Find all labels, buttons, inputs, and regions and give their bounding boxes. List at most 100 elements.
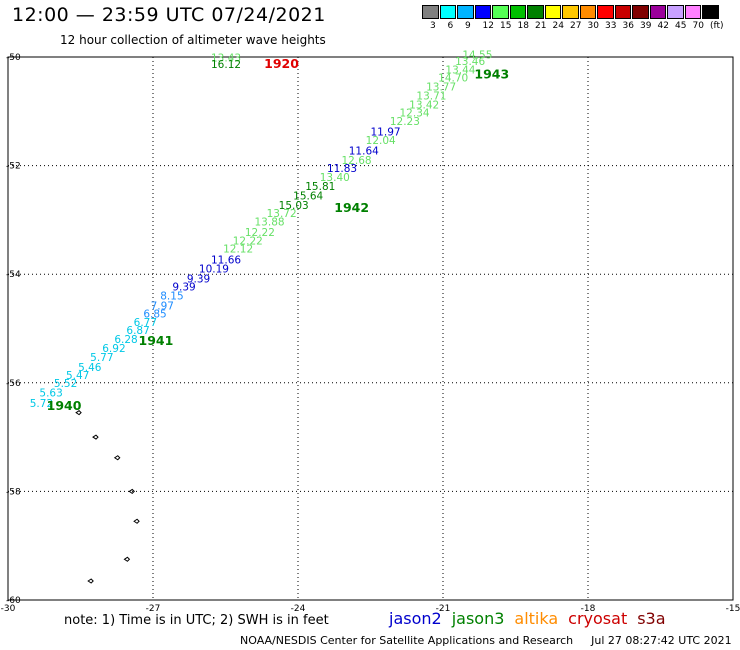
wave-height-value: 12.68 xyxy=(342,155,372,167)
wave-height-value: 15.03 xyxy=(279,200,309,212)
legend-tick-label: 18 xyxy=(517,21,529,31)
legend-tick-label: 45 xyxy=(675,21,687,31)
wave-height-value: 13.42 xyxy=(409,100,439,112)
pass-time-label: 1942 xyxy=(334,200,369,215)
wave-height-value: 14.70 xyxy=(438,72,468,84)
x-tick-label: -21 xyxy=(436,604,451,614)
wave-height-value: 11.97 xyxy=(371,127,401,139)
y-tick-label: -52 xyxy=(6,162,21,172)
page-subtitle: 12 hour collection of altimeter wave hei… xyxy=(60,33,326,47)
footer-note: note: 1) Time is in UTC; 2) SWH is in fe… xyxy=(64,613,329,628)
y-tick-label: -56 xyxy=(6,379,21,389)
legend-swatch xyxy=(649,5,666,19)
island-outline xyxy=(128,488,135,495)
wave-height-value: 6.92 xyxy=(102,343,125,355)
wave-height-value: 13.44 xyxy=(445,64,475,76)
wave-height-value: 13.72 xyxy=(267,208,297,220)
legend-tick-label: 30 xyxy=(587,21,599,31)
legend-swatch xyxy=(474,5,491,19)
y-tick-label: -58 xyxy=(6,487,21,497)
wave-height-value: 7.97 xyxy=(151,300,174,312)
island-outline xyxy=(87,578,94,584)
legend-swatch xyxy=(509,5,526,19)
legend-tick-label: 6 xyxy=(447,21,454,31)
wave-height-value: 11.64 xyxy=(349,146,379,158)
legend-tick-label: 21 xyxy=(535,21,547,31)
wave-height-value: 6.87 xyxy=(126,325,149,337)
wave-height-value: 14.55 xyxy=(462,50,492,62)
island-outline xyxy=(123,556,131,562)
pass-time-label: 1920 xyxy=(264,56,299,71)
wave-height-value: 12.34 xyxy=(400,108,430,120)
pass-time-label: 1943 xyxy=(474,67,509,82)
wave-height-value: 13.88 xyxy=(255,216,285,228)
x-tick-label: -15 xyxy=(726,604,740,614)
island-outline xyxy=(113,455,121,461)
pass-time-label: 1941 xyxy=(139,333,174,348)
legend-swatch xyxy=(492,5,509,19)
wave-height-value: 13.46 xyxy=(455,56,485,68)
legend-swatch xyxy=(579,5,596,19)
legend-tick-label: 24 xyxy=(552,21,564,31)
legend-swatch xyxy=(597,5,614,19)
pass-time-label: 1940 xyxy=(47,398,82,413)
wave-height-value: 5.46 xyxy=(78,362,102,374)
satellite-label-altika: altika xyxy=(514,609,559,628)
x-tick-label: -27 xyxy=(146,604,161,614)
legend-tick-label: 12 xyxy=(482,21,494,31)
wave-height-value: 13.40 xyxy=(320,172,350,184)
island-outline xyxy=(75,410,82,416)
credit-text: NOAA/NESDIS Center for Satellite Applica… xyxy=(240,634,574,647)
legend-swatch xyxy=(439,5,456,19)
legend-tick-label: 33 xyxy=(605,21,617,31)
wave-height-value: 12.22 xyxy=(245,227,275,239)
wave-height-value: 12.22 xyxy=(233,235,263,247)
wave-height-value: 13.71 xyxy=(416,90,446,102)
plot-frame xyxy=(7,56,734,601)
credit-line: NOAA/NESDIS Center for Satellite Applica… xyxy=(240,634,732,647)
wave-height-value: 6.85 xyxy=(143,309,166,321)
satellite-label-cryosat: cryosat xyxy=(568,609,628,628)
legend-tick-label: 42 xyxy=(657,21,669,31)
legend-swatch xyxy=(562,5,579,19)
wave-height-value: 5.77 xyxy=(90,352,113,364)
wave-height-value: 9.39 xyxy=(172,281,195,293)
wave-height-value: 15.64 xyxy=(293,190,323,202)
wave-height-value: 12.12 xyxy=(223,243,253,255)
wave-height-value: 5.63 xyxy=(39,387,62,399)
wave-height-value: 8.15 xyxy=(160,291,183,303)
legend-swatch xyxy=(684,5,701,19)
satellite-label-jason2: jason2 xyxy=(389,609,442,628)
wave-height-value: 5.47 xyxy=(66,370,89,382)
legend-tick-label: 9 xyxy=(465,21,471,31)
legend-swatch xyxy=(527,5,544,19)
y-tick-label: -60 xyxy=(6,596,21,606)
legend-tick-label: 70 xyxy=(692,21,704,31)
legend-swatch xyxy=(544,5,561,19)
legend-swatch xyxy=(614,5,631,19)
color-scale-legend xyxy=(422,5,720,19)
wave-height-value: 5.72 xyxy=(30,398,53,410)
legend-tick-label: 36 xyxy=(622,21,634,31)
wave-height-value: 16.12 xyxy=(211,59,241,71)
wave-height-value: 6.28 xyxy=(114,334,137,346)
x-tick-label: -18 xyxy=(581,604,596,614)
wave-height-value: 15.81 xyxy=(305,181,335,193)
legend-tick-label: 27 xyxy=(570,21,582,31)
page-title: 12:00 — 23:59 UTC 07/24/2021 xyxy=(12,4,326,26)
wave-height-value: 10.19 xyxy=(199,264,229,276)
wave-height-value: 11.66 xyxy=(211,254,241,266)
wave-height-value: 12.04 xyxy=(366,135,396,147)
island-outline xyxy=(133,518,140,524)
legend-swatch xyxy=(632,5,649,19)
satellite-legend: jason2 jason3 altika cryosat s3a xyxy=(389,609,676,628)
legend-swatch xyxy=(667,5,684,19)
y-tick-label: -50 xyxy=(6,53,21,63)
wave-height-value: 12.23 xyxy=(390,116,420,128)
satellite-label-s3a: s3a xyxy=(637,609,666,628)
y-tick-label: -54 xyxy=(6,270,21,280)
legend-swatch xyxy=(422,5,439,19)
wave-height-value: 5.52 xyxy=(54,378,77,390)
wave-height-value: 9.39 xyxy=(187,273,210,285)
